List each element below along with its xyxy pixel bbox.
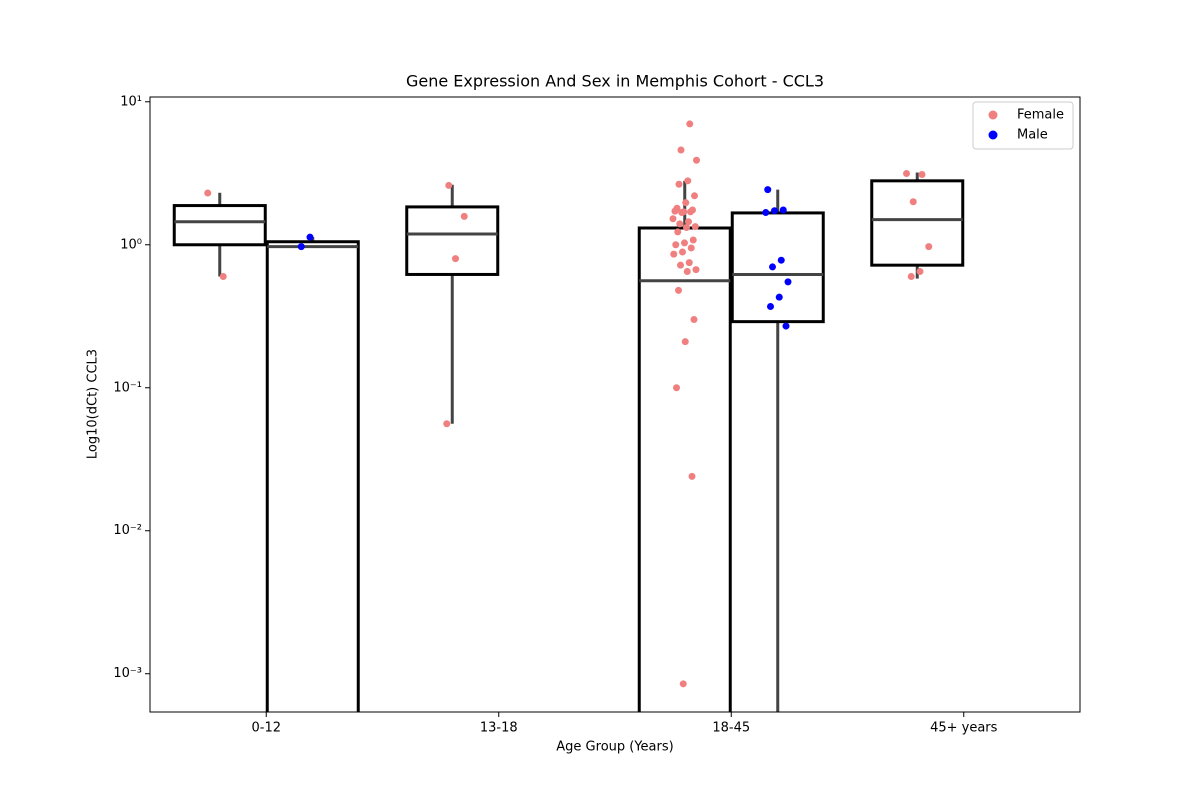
point	[683, 268, 691, 276]
point	[777, 256, 785, 264]
point	[762, 209, 770, 217]
point	[679, 680, 687, 688]
legend-marker	[988, 130, 998, 140]
point	[775, 293, 783, 301]
point	[918, 171, 926, 179]
point	[691, 223, 699, 231]
point	[219, 272, 227, 280]
point	[443, 420, 451, 428]
x-tick-label: 13-18	[480, 721, 518, 736]
point	[771, 207, 778, 215]
y-axis-label: Log10(dCt) CCL3	[86, 349, 101, 459]
legend-box	[972, 101, 1074, 150]
legend-marker	[988, 110, 998, 120]
legend-label: Male	[1017, 128, 1048, 143]
legend-label: Female	[1017, 108, 1064, 123]
point	[684, 177, 692, 185]
point	[693, 156, 700, 164]
point	[676, 220, 684, 228]
plot-area	[172, 120, 965, 712]
point	[674, 228, 682, 236]
point	[916, 268, 924, 276]
point	[677, 261, 684, 269]
point	[903, 170, 910, 178]
x-axis-label: Age Group (Years)	[556, 740, 673, 755]
point	[692, 266, 700, 274]
axes-frame	[149, 96, 1081, 713]
point	[687, 208, 694, 216]
point	[685, 218, 692, 226]
point	[691, 192, 698, 200]
box	[730, 211, 825, 324]
x-tick-label: 0-12	[251, 721, 281, 736]
point	[671, 207, 679, 215]
point	[460, 212, 468, 220]
point	[677, 146, 685, 154]
point	[679, 248, 686, 256]
point	[204, 189, 212, 197]
point	[682, 199, 690, 207]
box	[870, 179, 965, 267]
point	[683, 224, 690, 232]
point	[675, 180, 683, 188]
point	[689, 236, 697, 244]
point	[782, 322, 790, 330]
point	[685, 259, 693, 267]
point	[669, 215, 677, 223]
point	[688, 472, 696, 480]
point	[907, 272, 915, 280]
point	[686, 120, 694, 128]
box	[172, 204, 267, 247]
box	[405, 205, 500, 276]
point	[681, 338, 689, 346]
y-tick-label: 10⁻²	[113, 523, 142, 538]
point	[764, 186, 772, 194]
point	[784, 278, 792, 286]
point	[779, 206, 787, 214]
y-tick-label: 10¹	[120, 94, 142, 109]
y-tick-label: 10⁰	[120, 237, 142, 252]
point	[673, 384, 680, 392]
point	[690, 316, 698, 324]
point	[681, 239, 688, 247]
point	[452, 255, 459, 263]
point	[909, 198, 917, 206]
y-tick-label: 10⁻³	[113, 666, 142, 681]
point	[445, 181, 453, 189]
point	[670, 250, 678, 258]
point	[672, 241, 680, 249]
point	[678, 209, 686, 217]
point	[925, 243, 933, 251]
point	[767, 303, 774, 311]
point	[769, 263, 776, 271]
point	[306, 233, 314, 241]
point	[675, 286, 682, 294]
chart-title: Gene Expression And Sex in Memphis Cohor…	[406, 72, 824, 91]
box	[265, 240, 360, 712]
x-tick-label: 18-45	[712, 721, 750, 736]
y-tick-label: 10⁻¹	[113, 380, 142, 395]
point	[297, 243, 305, 251]
x-tick-label: 45+ years	[930, 721, 998, 736]
point	[687, 244, 695, 252]
